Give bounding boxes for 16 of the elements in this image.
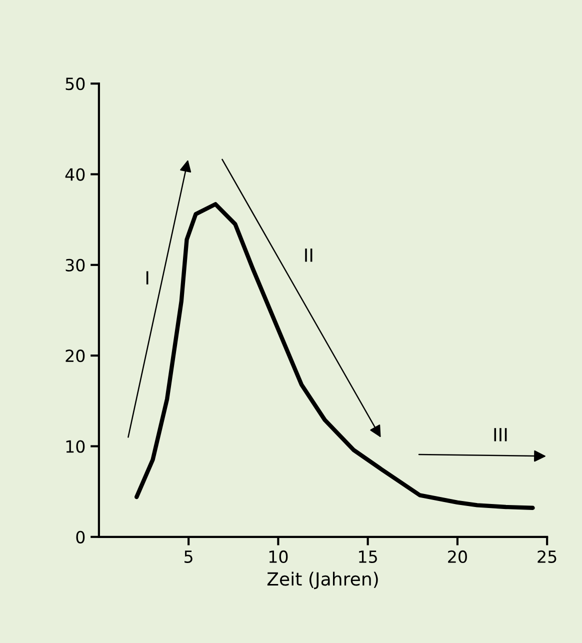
x-tick-label: 20 [448, 550, 467, 563]
x-tick-label: 10 [269, 550, 288, 563]
x-tick-label: 15 [359, 550, 377, 563]
y-tick-label: 0 [76, 530, 85, 544]
line-series [134, 202, 535, 510]
annotation: II [305, 248, 312, 262]
y-tick-label: 10 [66, 440, 85, 453]
y-tick-label: 50 [66, 78, 85, 90]
x-tick-label: 25 [538, 550, 556, 563]
y-tick-label: 40 [65, 168, 85, 181]
annotation: I [146, 271, 148, 284]
y-tick-label: 20 [66, 350, 85, 362]
y-tick-label: 30 [66, 258, 85, 272]
annotation: III [494, 428, 507, 442]
x-tick-label: 5 [184, 550, 192, 563]
x-axis-title: Zeit (Jahren) [267, 572, 378, 590]
